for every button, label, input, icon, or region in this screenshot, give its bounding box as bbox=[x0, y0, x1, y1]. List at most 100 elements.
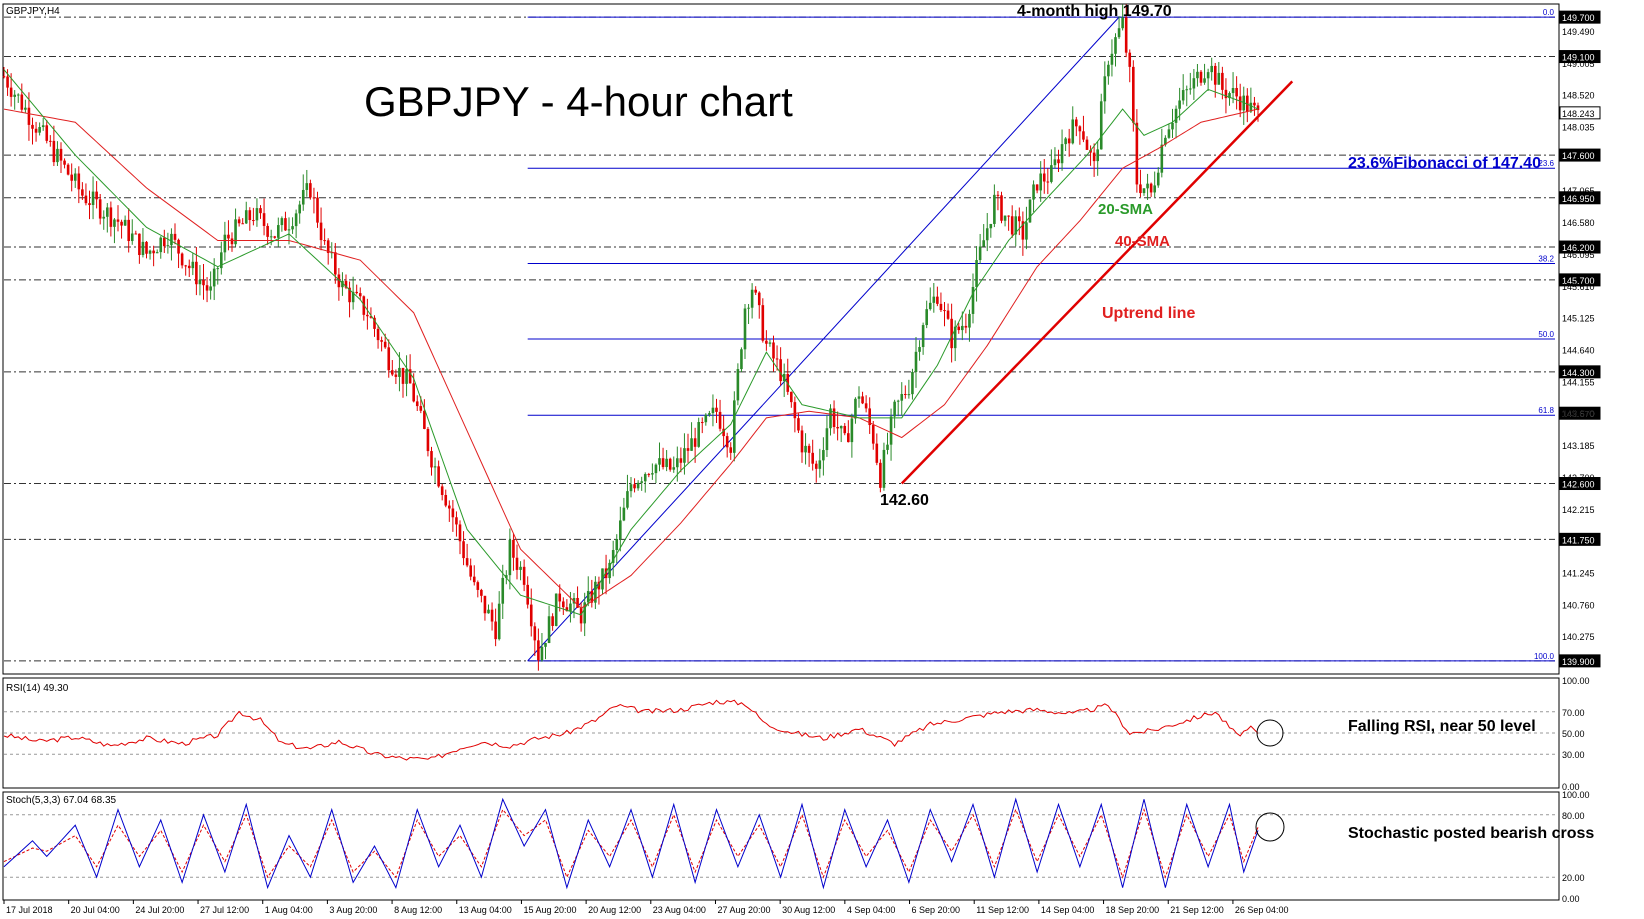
candle-body bbox=[1156, 172, 1160, 186]
candle-body bbox=[472, 576, 476, 583]
stoch-annotation: Stochastic posted bearish cross bbox=[1348, 825, 1594, 842]
candle-body bbox=[943, 310, 946, 312]
candle-body bbox=[1028, 199, 1032, 223]
candle-body bbox=[1146, 183, 1149, 189]
price-tick-label: 147.065 bbox=[1562, 186, 1595, 196]
candle-body bbox=[736, 369, 740, 401]
fibonacci-levels: 0.0 23.6 38.2 50.0 61.8 100.0 bbox=[527, 8, 1555, 662]
candle-body bbox=[686, 448, 690, 451]
price-tick-label: 145.125 bbox=[1562, 314, 1595, 324]
candle-body bbox=[1235, 87, 1238, 97]
candle-body bbox=[611, 549, 615, 563]
fib-swing-line bbox=[527, 16, 1120, 662]
candle-body bbox=[1196, 71, 1199, 79]
rsi-panel-frame bbox=[2, 677, 1560, 789]
candle-body bbox=[718, 411, 722, 429]
candle-body bbox=[284, 218, 287, 231]
candle-body bbox=[387, 347, 391, 371]
candle-body bbox=[647, 474, 651, 476]
candle-body bbox=[1082, 131, 1085, 140]
candle-body bbox=[615, 539, 619, 550]
candle-body bbox=[911, 372, 914, 395]
price-level-box bbox=[1559, 240, 1601, 254]
candle-body bbox=[1039, 173, 1042, 191]
candle-body bbox=[237, 219, 241, 224]
candle-body bbox=[1231, 87, 1235, 94]
candle-body bbox=[241, 223, 244, 225]
candle-body bbox=[975, 260, 978, 287]
rsi-tick-label: 100.00 bbox=[1562, 676, 1590, 686]
date-label: 1 Aug 04:00 bbox=[265, 905, 313, 915]
candle-body bbox=[946, 310, 950, 319]
candle-body bbox=[163, 237, 166, 247]
candle-body bbox=[1164, 137, 1167, 145]
candle-body bbox=[533, 626, 537, 641]
candle-body bbox=[383, 341, 387, 348]
price-tick-label: 142.215 bbox=[1562, 505, 1595, 515]
candle-body bbox=[918, 347, 921, 352]
price-tick-label: 140.275 bbox=[1562, 632, 1595, 642]
candle-body bbox=[829, 408, 832, 429]
indicator-lines bbox=[3, 69, 1294, 616]
candle-body bbox=[113, 219, 116, 227]
uptrend-line bbox=[900, 80, 1294, 485]
candle-body bbox=[914, 351, 918, 373]
candle-body bbox=[259, 208, 262, 214]
stoch-label: Stoch(5,3,3) 67.04 68.35 bbox=[6, 795, 117, 806]
candle-body bbox=[505, 575, 508, 578]
candle-body bbox=[198, 279, 202, 285]
candle-body bbox=[59, 148, 63, 161]
candle-body bbox=[1121, 17, 1124, 29]
fib-level-label: 50.0 bbox=[1538, 330, 1554, 339]
stoch-highlight-circle bbox=[1255, 812, 1285, 842]
candle-body bbox=[412, 383, 415, 402]
candle-body bbox=[177, 239, 180, 254]
price-level-box bbox=[1559, 50, 1601, 64]
candle-body bbox=[455, 517, 458, 525]
rsi-tick-label: 50.00 bbox=[1562, 729, 1585, 739]
candle-body bbox=[526, 584, 529, 605]
candle-body bbox=[1010, 216, 1014, 235]
date-label: 18 Sep 20:00 bbox=[1106, 905, 1160, 915]
candle-body bbox=[676, 458, 679, 468]
candle-body bbox=[1128, 52, 1132, 67]
fib-level-label: 38.2 bbox=[1538, 254, 1554, 263]
candle-body bbox=[1206, 72, 1210, 79]
candle-body bbox=[936, 296, 939, 304]
candle-body bbox=[700, 422, 704, 424]
date-label: 27 Aug 20:00 bbox=[717, 905, 770, 915]
candle-body bbox=[1167, 129, 1171, 138]
candle-body bbox=[497, 603, 501, 640]
candle-body bbox=[380, 340, 383, 342]
candle-body bbox=[971, 286, 975, 314]
candle-body bbox=[301, 189, 305, 205]
candle-body bbox=[465, 558, 469, 566]
price-level-label: 149.100 bbox=[1562, 53, 1595, 63]
candle-body bbox=[145, 241, 148, 254]
candle-body bbox=[31, 124, 34, 129]
candle-body bbox=[768, 342, 772, 344]
candle-body bbox=[1124, 17, 1128, 53]
candle-body bbox=[280, 218, 284, 226]
candle-body bbox=[522, 566, 526, 585]
price-tick-label: 148.520 bbox=[1562, 91, 1595, 101]
candle-body bbox=[982, 240, 985, 247]
candle-body bbox=[451, 508, 455, 518]
price-level-box bbox=[1559, 532, 1601, 546]
candle-body bbox=[1107, 64, 1110, 77]
candle-body bbox=[6, 76, 9, 88]
candle-body bbox=[793, 402, 797, 419]
candle-body bbox=[483, 595, 487, 614]
candle-body bbox=[405, 369, 408, 384]
candle-body bbox=[2, 76, 6, 78]
candle-body bbox=[106, 207, 109, 217]
candle-body bbox=[109, 207, 113, 227]
candle-body bbox=[1185, 89, 1189, 91]
price-tick-label: 146.580 bbox=[1562, 218, 1595, 228]
candle-body bbox=[1067, 138, 1071, 144]
candle-body bbox=[636, 482, 640, 489]
price-tick-label: 146.095 bbox=[1562, 250, 1595, 260]
candle-body bbox=[604, 568, 608, 579]
candle-body bbox=[1075, 119, 1078, 127]
